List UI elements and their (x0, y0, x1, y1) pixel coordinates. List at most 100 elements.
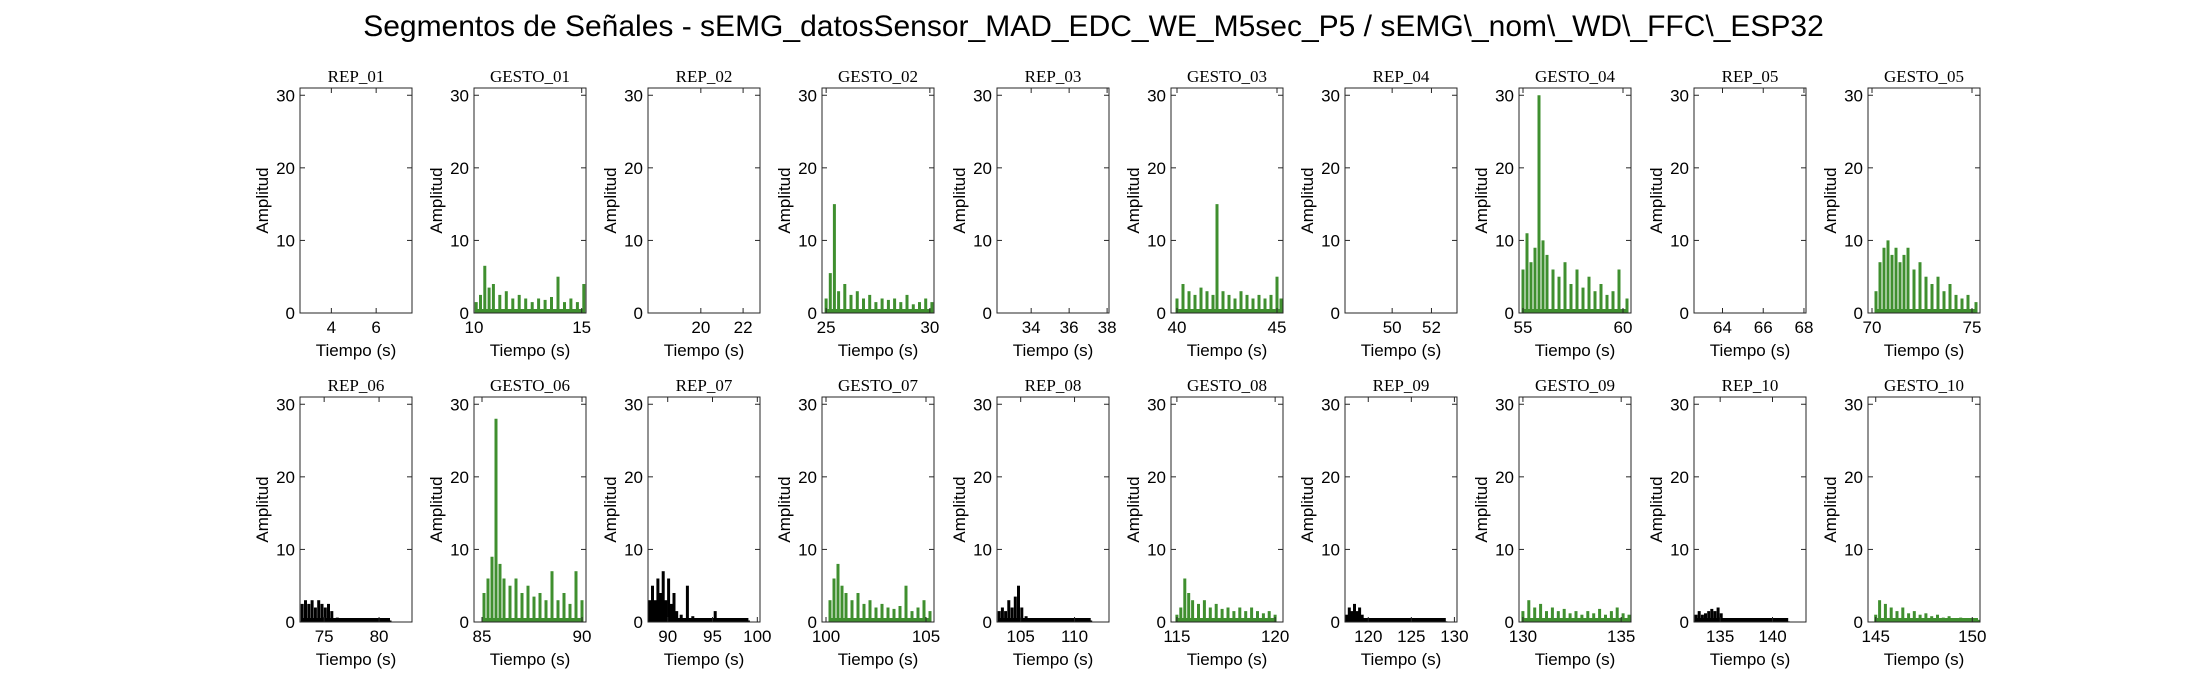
x-axis-label: Tiempo (s) (316, 341, 397, 360)
signal-baseline (484, 618, 582, 622)
x-tick-label: 110 (1061, 627, 1088, 646)
y-tick-label: 10 (624, 540, 643, 559)
subplot-title: GESTO_06 (490, 376, 570, 395)
y-tick-label: 10 (1844, 231, 1863, 250)
y-tick-label: 30 (1495, 395, 1514, 414)
y-tick-label: 30 (450, 395, 469, 414)
x-tick-label: 70 (1863, 318, 1882, 337)
y-axis-label: Amplitud (1821, 476, 1840, 542)
y-tick-label: 30 (1321, 395, 1340, 414)
x-tick-label: 105 (1007, 627, 1035, 646)
y-tick-label: 30 (1844, 395, 1863, 414)
x-axis-label: Tiempo (s) (664, 341, 745, 360)
axes-box (821, 396, 935, 623)
y-tick-label: 10 (798, 540, 817, 559)
x-tick-label: 20 (691, 318, 710, 337)
subplot-title: REP_08 (1025, 376, 1082, 395)
y-axis-label: Amplitud (950, 476, 969, 542)
x-tick-label: 95 (703, 627, 722, 646)
axes-box (1518, 396, 1632, 623)
y-tick-label: 20 (276, 159, 295, 178)
y-tick-label: 30 (450, 86, 469, 105)
y-tick-label: 0 (1157, 304, 1166, 323)
subplot-title: REP_09 (1373, 376, 1430, 395)
axes-box (1344, 87, 1458, 314)
x-tick-label: 90 (658, 627, 677, 646)
x-tick-label: 55 (1514, 318, 1533, 337)
y-axis-label: Amplitud (1821, 167, 1840, 233)
y-tick-label: 20 (798, 468, 817, 487)
y-axis-label: Amplitud (775, 167, 794, 233)
x-axis-label: Tiempo (s) (1187, 650, 1268, 669)
x-tick-label: 10 (465, 318, 484, 337)
y-axis-label: Amplitud (1472, 476, 1491, 542)
axes-box (647, 396, 761, 623)
signal-baseline (1176, 618, 1276, 622)
y-tick-label: 0 (1854, 304, 1863, 323)
x-axis-label: Tiempo (s) (316, 650, 397, 669)
y-tick-label: 10 (973, 540, 992, 559)
y-tick-label: 20 (798, 159, 817, 178)
axes-box (1867, 396, 1981, 623)
y-tick-label: 20 (450, 468, 469, 487)
y-tick-label: 20 (1670, 159, 1689, 178)
x-tick-label: 90 (573, 627, 592, 646)
y-axis-label: Amplitud (1472, 167, 1491, 233)
y-tick-label: 0 (286, 304, 295, 323)
x-tick-label: 80 (370, 627, 389, 646)
y-tick-label: 10 (1147, 540, 1166, 559)
y-tick-label: 0 (983, 304, 992, 323)
axes-box (1170, 396, 1284, 623)
y-tick-label: 30 (798, 395, 817, 414)
subplot-title: REP_03 (1025, 67, 1082, 86)
y-tick-label: 30 (973, 395, 992, 414)
y-tick-label: 10 (1844, 540, 1863, 559)
x-tick-label: 125 (1397, 627, 1425, 646)
axes-box (1693, 87, 1807, 314)
y-axis-label: Amplitud (1298, 476, 1317, 542)
axes-box (821, 87, 935, 314)
x-tick-label: 60 (1614, 318, 1633, 337)
y-tick-label: 30 (1670, 86, 1689, 105)
x-axis-label: Tiempo (s) (1535, 650, 1616, 669)
axes-box (1170, 87, 1284, 314)
y-tick-label: 20 (624, 468, 643, 487)
subplot-title: REP_06 (328, 376, 385, 395)
y-tick-label: 0 (1680, 613, 1689, 632)
y-tick-label: 20 (450, 159, 469, 178)
y-tick-label: 10 (1321, 540, 1340, 559)
axes-box (1693, 396, 1807, 623)
y-tick-label: 0 (460, 613, 469, 632)
x-axis-label: Tiempo (s) (1361, 650, 1442, 669)
y-tick-label: 30 (276, 395, 295, 414)
y-axis-label: Amplitud (1647, 167, 1666, 233)
axes-box (473, 87, 587, 314)
y-tick-label: 30 (973, 86, 992, 105)
x-tick-label: 130 (1509, 627, 1537, 646)
x-axis-label: Tiempo (s) (1884, 650, 1965, 669)
x-axis-label: Tiempo (s) (490, 341, 571, 360)
y-tick-label: 10 (798, 231, 817, 250)
axes-box (996, 87, 1110, 314)
x-tick-label: 130 (1440, 627, 1468, 646)
x-tick-label: 6 (371, 318, 380, 337)
signal-baseline (1522, 618, 1629, 622)
y-tick-label: 20 (1670, 468, 1689, 487)
x-tick-label: 135 (1706, 627, 1734, 646)
x-tick-label: 105 (912, 627, 940, 646)
x-tick-label: 120 (1261, 627, 1289, 646)
signal-baseline (999, 618, 1091, 622)
x-axis-label: Tiempo (s) (1710, 341, 1791, 360)
signal-baseline (1346, 618, 1446, 622)
subplot-title: GESTO_10 (1884, 376, 1964, 395)
x-tick-label: 100 (743, 627, 771, 646)
y-tick-label: 30 (1147, 395, 1166, 414)
y-tick-label: 20 (1844, 468, 1863, 487)
y-tick-label: 20 (624, 159, 643, 178)
subplot-title: REP_10 (1722, 376, 1779, 395)
subplot-title: GESTO_04 (1535, 67, 1615, 86)
x-tick-label: 140 (1758, 627, 1786, 646)
y-tick-label: 20 (1321, 159, 1340, 178)
signal-baseline (830, 618, 930, 622)
y-tick-label: 20 (1321, 468, 1340, 487)
